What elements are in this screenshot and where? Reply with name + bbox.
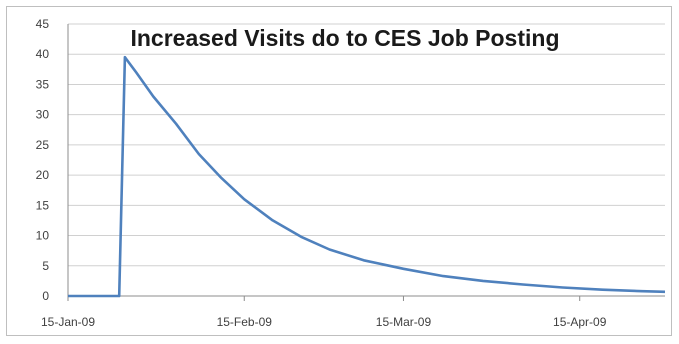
y-tick-label-30: 30	[36, 108, 50, 122]
y-tick-label-25: 25	[36, 138, 50, 152]
y-tick-label-45: 45	[36, 17, 50, 31]
gridlines	[68, 23, 665, 267]
x-tick-labels: 15-Jan-09 15-Feb-09 15-Mar-09 15-Apr-09	[41, 315, 607, 329]
x-tick-label: 15-Feb-09	[217, 315, 273, 329]
chart-title: Increased Visits do to CES Job Posting	[130, 25, 559, 51]
chart-frame	[6, 6, 672, 336]
y-tick-label-10: 10	[36, 229, 50, 243]
y-tick-labels: 0 5 10 15 20 25 30 35 40 45	[36, 17, 50, 303]
y-tick-label-15: 15	[36, 198, 50, 212]
series-layer	[68, 55, 666, 298]
y-tick-label-40: 40	[36, 47, 50, 61]
x-tick-label: 15-Apr-09	[553, 315, 607, 329]
y-tick-label-5: 5	[42, 259, 49, 273]
y-tick-label-35: 35	[36, 77, 50, 91]
axes	[67, 24, 665, 301]
y-tick-label-20: 20	[36, 168, 50, 182]
x-tick-label: 15-Mar-09	[376, 315, 432, 329]
y-tick-label-0: 0	[42, 289, 49, 303]
x-tick-label: 15-Jan-09	[41, 315, 95, 329]
series-line-0	[68, 55, 666, 298]
